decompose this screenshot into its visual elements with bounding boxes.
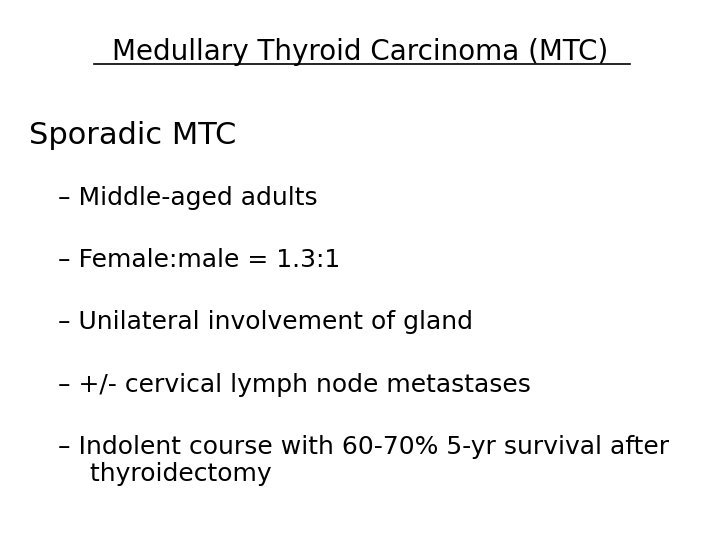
Text: – +/- cervical lymph node metastases: – +/- cervical lymph node metastases: [58, 373, 531, 396]
Text: – Female:male = 1.3:1: – Female:male = 1.3:1: [58, 248, 340, 272]
Text: – Indolent course with 60-70% 5-yr survival after
    thyroidectomy: – Indolent course with 60-70% 5-yr survi…: [58, 435, 669, 487]
Text: Medullary Thyroid Carcinoma (MTC): Medullary Thyroid Carcinoma (MTC): [112, 38, 608, 66]
Text: – Middle-aged adults: – Middle-aged adults: [58, 186, 318, 210]
Text: Sporadic MTC: Sporadic MTC: [29, 122, 236, 151]
Text: – Unilateral involvement of gland: – Unilateral involvement of gland: [58, 310, 472, 334]
